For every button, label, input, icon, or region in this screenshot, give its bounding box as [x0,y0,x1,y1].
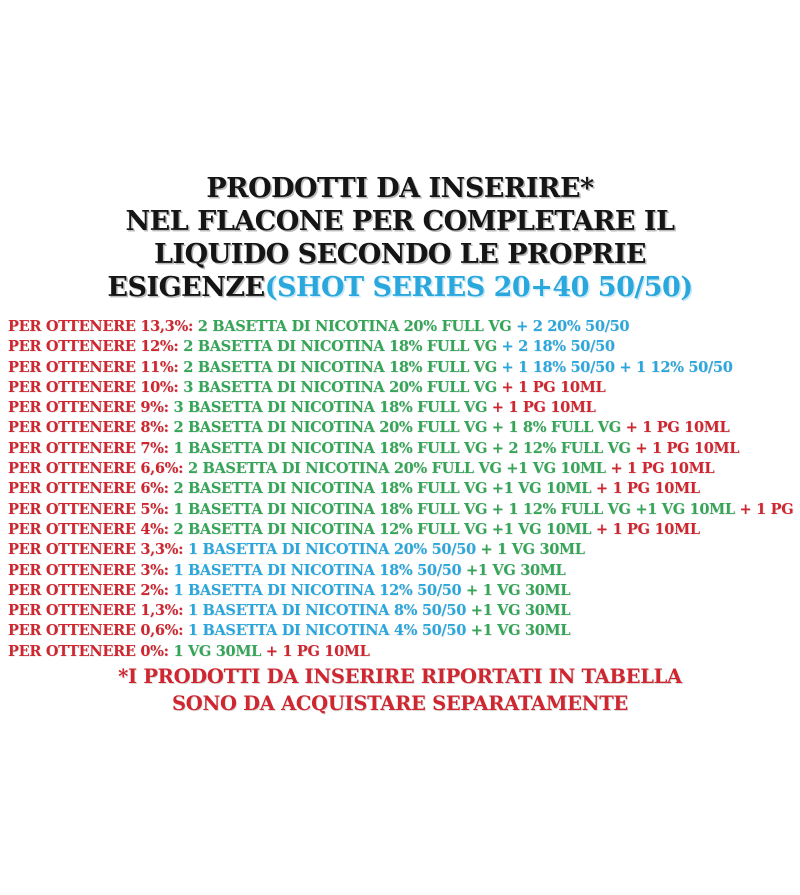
list-item: PER OTTENERE 6%: 2 BASETTA DI NICOTINA 1… [8,479,800,499]
recipe-segment: + 1 PG 10ML [487,399,596,417]
recipe-segment: 2 BASETTA DI NICOTINA 18% FULL VG +1 VG … [173,480,592,498]
recipe-segment: PER OTTENERE 3,3%: [8,541,188,559]
recipe-segment: PER OTTENERE 10%: [8,378,184,396]
list-item: PER OTTENERE 12%: 2 BASETTA DI NICOTINA … [8,337,800,357]
recipe-segment: 2 BASETTA DI NICOTINA 20% FULL VG [197,318,512,335]
recipe-segment: 1 BASETTA DI NICOTINA 12% 50/50 [173,581,462,599]
recipe-segment: PER OTTENERE 12%: [8,338,184,356]
recipe-segment: 2 BASETTA DI NICOTINA 18% FULL VG [183,358,497,376]
title-shot-series: (SHOT SERIES 20+40 50/50) [264,272,693,303]
recipe-segment: 1 VG 30ML [173,642,261,660]
list-item: PER OTTENERE 9%: 3 BASETTA DI NICOTINA 1… [8,398,800,418]
footnote-line-2: SONO DA ACQUISTARE SEPARATAMENTE [172,692,628,715]
list-item: PER OTTENERE 10%: 3 BASETTA DI NICOTINA … [8,378,800,398]
recipe-segment: +1 VG 30ML [466,622,571,640]
page-title: PRODOTTI DA INSERIRE* NEL FLACONE PER CO… [0,172,800,304]
recipe-segment: 3 BASETTA DI NICOTINA 18% FULL VG [173,399,488,417]
list-item: PER OTTENERE 4%: 2 BASETTA DI NICOTINA 1… [8,520,800,540]
recipe-segment: PER OTTENERE 7%: [8,439,174,457]
list-item: PER OTTENERE 6,6%: 2 BASETTA DI NICOTINA… [8,459,800,479]
recipe-segment: 1 BASETTA DI NICOTINA 18% FULL VG + 1 12… [173,500,735,518]
recipe-segment: PER OTTENERE 9%: [8,399,174,417]
list-item: PER OTTENERE 5%: 1 BASETTA DI NICOTINA 1… [8,500,800,520]
recipe-segment: 1 BASETTA DI NICOTINA 20% 50/50 [187,541,476,559]
recipe-segment: + 1 PG 10ML [591,520,700,538]
recipe-segment: 3 BASETTA DI NICOTINA 20% FULL VG [183,378,497,396]
list-item: PER OTTENERE 1,3%: 1 BASETTA DI NICOTINA… [8,601,800,621]
recipe-segment: PER OTTENERE 5%: [8,500,174,518]
recipe-list: PER OTTENERE 13,3%: 2 BASETTA DI NICOTIN… [8,317,800,662]
recipe-segment: PER OTTENERE 0,6%: [8,622,188,640]
recipe-segment: PER OTTENERE 13,3%: [8,318,198,335]
list-item: PER OTTENERE 3%: 1 BASETTA DI NICOTINA 1… [8,561,800,581]
list-item: PER OTTENERE 11%: 2 BASETTA DI NICOTINA … [8,358,800,378]
recipe-segment: PER OTTENERE 6%: [8,480,174,498]
recipe-segment: + 1 18% 50/50 + 1 12% 50/50 [496,358,733,376]
recipe-segment: PER OTTENERE 11%: [8,358,184,376]
title-line-2: NEL FLACONE PER COMPLETARE IL [125,206,676,237]
recipe-segment: + 1 PG 10ML [630,439,740,457]
title-line-3: LIQUIDO SECONDO LE PROPRIE [154,239,646,270]
recipe-segment: 2 BASETTA DI NICOTINA 18% FULL VG [183,338,497,356]
recipe-segment: + 1 VG 30ML [475,541,585,559]
recipe-segment: 1 BASETTA DI NICOTINA 4% 50/50 [187,622,467,640]
recipe-segment: + 1 VG 30ML [461,581,571,599]
recipe-segment: 2 BASETTA DI NICOTINA 12% FULL VG +1 VG … [173,520,592,538]
list-item: PER OTTENERE 2%: 1 BASETTA DI NICOTINA 1… [8,581,800,601]
recipe-segment: PER OTTENERE 1,3%: [8,602,188,620]
recipe-segment: PER OTTENERE 8%: [8,419,174,437]
recipe-segment: 1 BASETTA DI NICOTINA 18% 50/50 [173,561,462,579]
title-line-1: PRODOTTI DA INSERIRE* [206,173,594,204]
list-item: PER OTTENERE 3,3%: 1 BASETTA DI NICOTINA… [8,540,800,560]
list-item: PER OTTENERE 0,6%: 1 BASETTA DI NICOTINA… [8,621,800,641]
recipe-segment: 1 BASETTA DI NICOTINA 8% 50/50 [187,602,467,620]
list-item: PER OTTENERE 7%: 1 BASETTA DI NICOTINA 1… [8,439,800,459]
list-item: PER OTTENERE 0%: 1 VG 30ML + 1 PG 10ML [8,642,800,662]
footnote: *I PRODOTTI DA INSERIRE RIPORTATI IN TAB… [0,663,800,717]
title-esigenze: ESIGENZE [107,272,265,303]
recipe-segment: + 1 PG 10ML [496,378,606,396]
recipe-segment: 2 BASETTA DI NICOTINA 20% FULL VG + 1 8%… [173,419,621,437]
recipe-segment: 2 BASETTA DI NICOTINA 20% FULL VG +1 VG … [187,460,606,478]
recipe-segment: PER OTTENERE 2%: [8,581,174,599]
footnote-line-1: *I PRODOTTI DA INSERIRE RIPORTATI IN TAB… [118,665,682,688]
recipe-segment: PER OTTENERE 3%: [8,561,174,579]
recipe-segment: + 1 PG 10ML [260,642,370,660]
recipe-segment: + 2 20% 50/50 [511,318,630,335]
list-item: PER OTTENERE 13,3%: 2 BASETTA DI NICOTIN… [8,317,800,337]
recipe-segment: PER OTTENERE 6,6%: [8,460,188,478]
recipe-segment: +1 VG 30ML [461,561,566,579]
recipe-segment: + 1 PG 10ML [591,480,700,498]
recipe-segment: +1 VG 30ML [466,602,571,620]
recipe-segment: + 1 PG 10ML [739,500,800,518]
recipe-segment: PER OTTENERE 0%: [8,642,174,660]
list-item: PER OTTENERE 8%: 2 BASETTA DI NICOTINA 2… [8,418,800,438]
recipe-segment: + 1 PG 10ML [605,460,715,478]
recipe-segment: 1 BASETTA DI NICOTINA 18% FULL VG + 2 12… [173,439,631,457]
recipe-segment: + 1 PG 10ML [620,419,730,437]
title-line-4: ESIGENZE(SHOT SERIES 20+40 50/50) [0,271,800,304]
recipe-segment: + 2 18% 50/50 [496,338,615,356]
recipe-segment: PER OTTENERE 4%: [8,520,174,538]
